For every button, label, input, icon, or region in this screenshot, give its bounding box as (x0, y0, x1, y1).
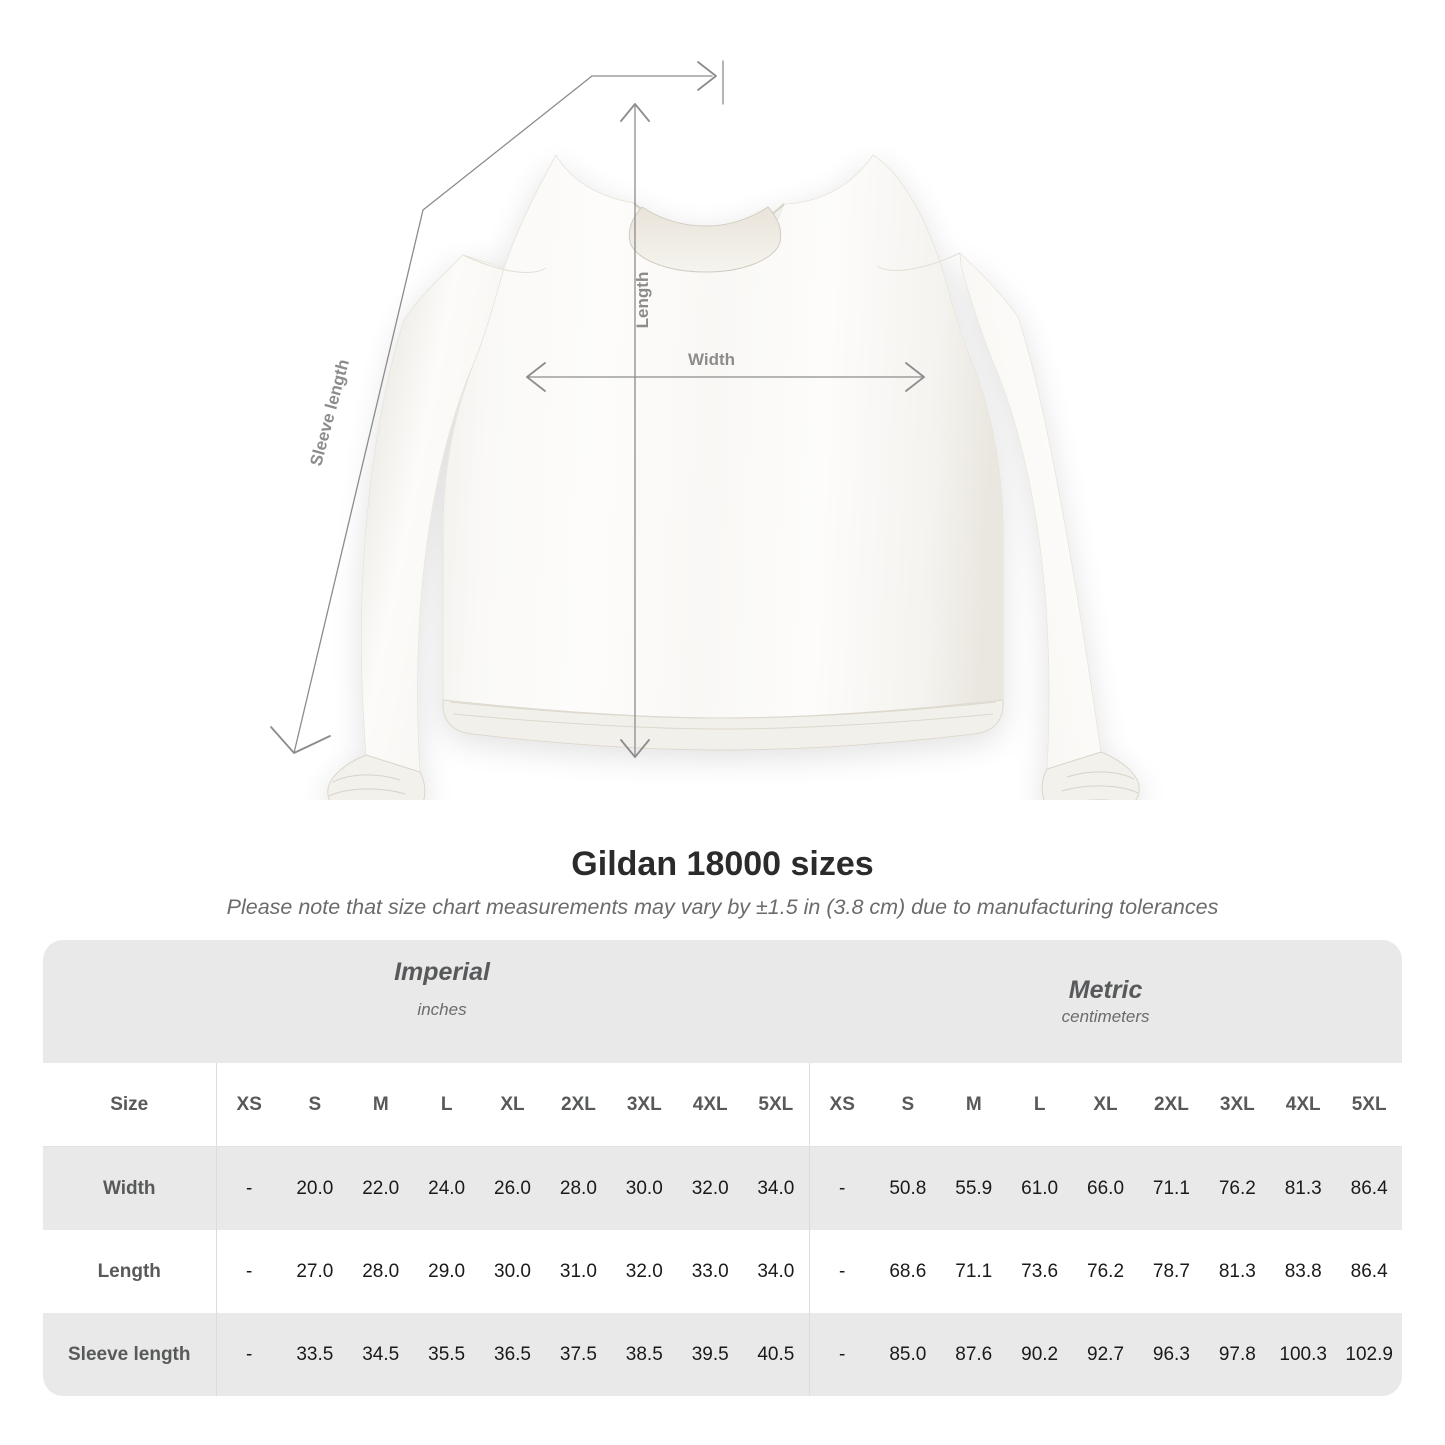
svg-text:Sleeve length: Sleeve length (306, 357, 353, 468)
svg-text:Length: Length (633, 272, 652, 329)
svg-text:Width: Width (688, 350, 735, 369)
